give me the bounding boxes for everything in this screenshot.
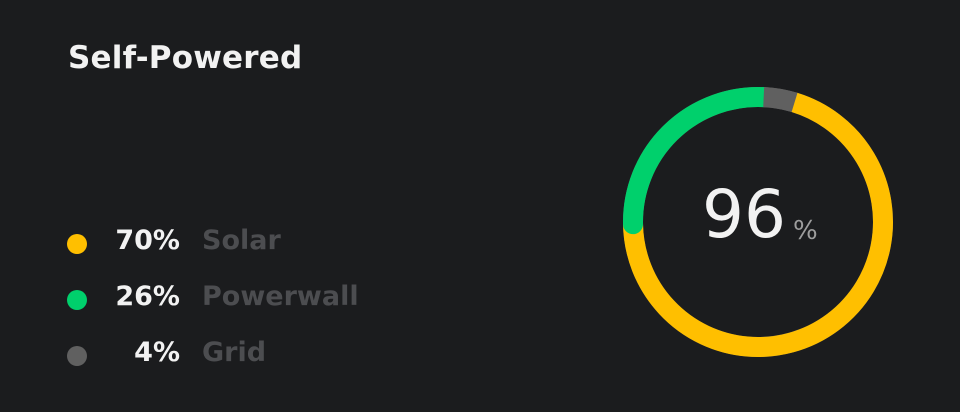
- gauge-segment-powerwall: [623, 87, 774, 235]
- legend-item-powerwall: 26% Powerwall: [66, 276, 426, 332]
- powerwall-label: Powerwall: [202, 281, 359, 312]
- gauge-segment-solar: [623, 92, 893, 357]
- self-powered-value: 96: [702, 176, 786, 253]
- solar-label: Solar: [202, 225, 281, 256]
- card-title: Self-Powered: [68, 40, 303, 76]
- solar-dot-icon: [67, 234, 87, 254]
- solar-percent: 70%: [115, 225, 180, 256]
- legend-item-grid: 4% Grid: [66, 332, 426, 388]
- self-powered-ring-gauge: [623, 87, 893, 357]
- gauge-segment-grid: [762, 87, 798, 113]
- grid-percent: 4%: [134, 337, 180, 368]
- grid-label: Grid: [202, 337, 267, 368]
- legend-item-solar: 70% Solar: [66, 220, 426, 276]
- powerwall-dot-icon: [67, 290, 87, 310]
- grid-dot-icon: [67, 346, 87, 366]
- powerwall-percent: 26%: [115, 281, 180, 312]
- self-powered-unit: %: [793, 216, 818, 246]
- gauge-segments: [623, 87, 893, 357]
- energy-source-legend: 70% Solar 26% Powerwall 4% Grid: [66, 220, 426, 388]
